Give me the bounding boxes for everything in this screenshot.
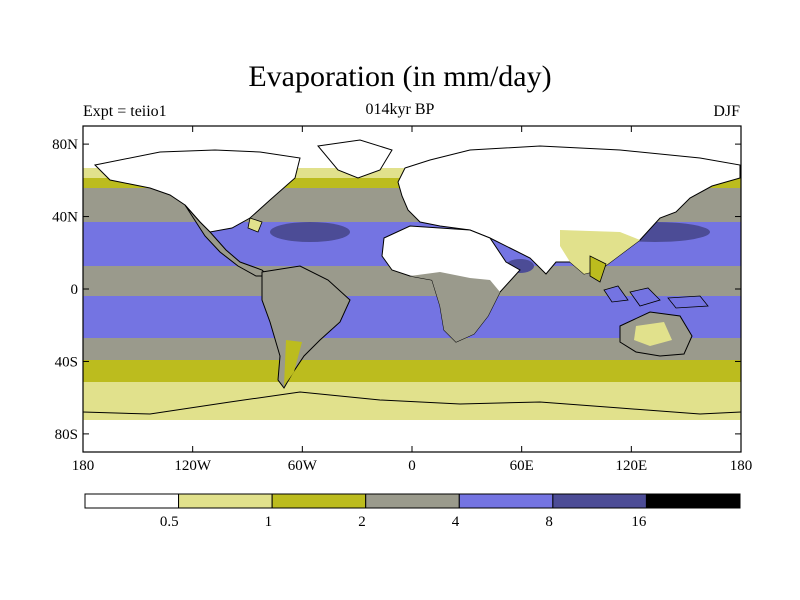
map-title: Evaporation (in mm/day) — [248, 60, 552, 93]
y-tick-label: 40N — [52, 210, 78, 226]
experiment-label: Expt = teiio1 — [83, 103, 167, 120]
colorbar: 0.5 1 2 4 8 16 — [84, 493, 741, 530]
colorbar-swatch — [365, 493, 460, 509]
colorbar-label: 16 — [631, 514, 647, 530]
colorbar-label: 4 — [452, 514, 460, 530]
season-label: DJF — [713, 103, 740, 120]
colorbar-swatch — [645, 493, 741, 509]
map-subtitle: 014kyr BP — [365, 101, 435, 118]
x-tick-label: 120W — [174, 458, 212, 474]
colorbar-swatch — [84, 493, 180, 509]
x-tick-label: 60E — [510, 458, 534, 474]
y-tick-label: 80S — [55, 427, 78, 443]
colorbar-label: 2 — [358, 514, 366, 530]
colorbar-swatch — [552, 493, 647, 509]
y-tick-label: 0 — [71, 282, 79, 298]
y-tick-label: 40S — [55, 354, 78, 370]
colorbar-swatch — [458, 493, 554, 509]
colorbar-label: 1 — [265, 514, 273, 530]
gulf-stream-max — [270, 222, 350, 242]
antarctica-coastline — [83, 391, 741, 415]
x-tick-label: 180 — [72, 458, 95, 474]
x-tick-label: 180 — [730, 458, 753, 474]
south-america-land — [261, 265, 351, 389]
north-america-land — [93, 149, 301, 233]
evaporation-field — [83, 126, 741, 452]
greenland-land — [317, 139, 393, 179]
map-axes: 180 120W 60W 0 60E 120E 180 80N 40N 0 40S 80S — [52, 126, 752, 474]
x-tick-label: 120E — [615, 458, 647, 474]
x-tick-label: 0 — [408, 458, 416, 474]
y-tick-label: 80N — [52, 137, 78, 153]
colorbar-swatch — [271, 493, 367, 509]
x-tick-label: 60W — [288, 458, 318, 474]
band-subpolar-south — [83, 382, 741, 424]
band-midlat-south-yellow — [83, 360, 741, 386]
colorbar-label: 0.5 — [160, 514, 179, 530]
colorbar-label: 8 — [545, 514, 553, 530]
south-asia-land — [560, 230, 640, 274]
colorbar-swatch — [178, 493, 273, 509]
